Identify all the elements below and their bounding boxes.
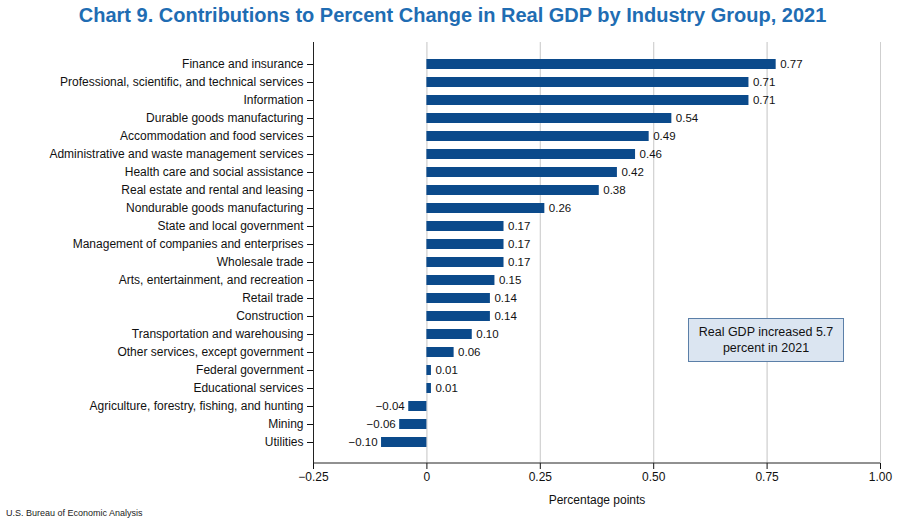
svg-text:0.54: 0.54 [676, 112, 699, 124]
html-text:Real GDP increased 5.7 percent: Real GDP increased 5.7 percent in 2021 [698, 325, 834, 355]
svg-text:Health care and social assista: Health care and social assistance [125, 165, 304, 179]
svg-text:Management of companies and en: Management of companies and enterprises [73, 237, 304, 251]
svg-text:Wholesale trade: Wholesale trade [217, 255, 304, 269]
svg-text:0: 0 [424, 470, 431, 484]
svg-text:Professional, scientific, and: Professional, scientific, and technical … [60, 75, 303, 89]
svg-text:0.10: 0.10 [476, 328, 498, 340]
svg-text:Administrative and waste manag: Administrative and waste management serv… [49, 147, 303, 161]
svg-text:Accommodation and food service: Accommodation and food services [120, 129, 303, 143]
svg-text:Arts, entertainment, and recre: Arts, entertainment, and recreation [119, 273, 304, 287]
svg-text:0.49: 0.49 [653, 130, 675, 142]
svg-text:0.17: 0.17 [508, 256, 530, 268]
svg-text:0.01: 0.01 [435, 364, 457, 376]
svg-text:Real estate and rental and lea: Real estate and rental and leasing [121, 183, 303, 197]
html-text:U.S. Bureau of Economic Analys: U.S. Bureau of Economic Analysis [6, 508, 143, 518]
svg-text:0.42: 0.42 [621, 166, 643, 178]
svg-text:0.17: 0.17 [508, 220, 530, 232]
svg-text:0.17: 0.17 [508, 238, 530, 250]
svg-text:Finance and insurance: Finance and insurance [182, 57, 304, 71]
svg-text:−0.25: −0.25 [298, 470, 329, 484]
svg-text:Mining: Mining [268, 417, 303, 431]
svg-text:Utilities: Utilities [265, 435, 304, 449]
svg-text:0.15: 0.15 [499, 274, 521, 286]
svg-text:State and local government: State and local government [157, 219, 304, 233]
svg-text:Nondurable goods manufacturing: Nondurable goods manufacturing [126, 201, 303, 215]
svg-text:0.38: 0.38 [603, 184, 625, 196]
svg-text:0.06: 0.06 [458, 346, 480, 358]
svg-text:Other services, except governm: Other services, except government [117, 345, 304, 359]
html-text:Chart 9. Contributions to Perc: Chart 9. Contributions to Percent Change… [78, 4, 827, 26]
svg-text:−0.04: −0.04 [376, 400, 406, 412]
svg-text:Durable goods manufacturing: Durable goods manufacturing [146, 111, 303, 125]
svg-text:0.77: 0.77 [780, 58, 802, 70]
svg-text:0.14: 0.14 [494, 310, 517, 322]
svg-text:Construction: Construction [236, 309, 303, 323]
svg-text:0.25: 0.25 [529, 470, 553, 484]
svg-text:0.14: 0.14 [494, 292, 517, 304]
svg-text:Percentage points: Percentage points [549, 493, 646, 507]
svg-text:Federal government: Federal government [196, 363, 304, 377]
svg-text:Transportation and warehousing: Transportation and warehousing [132, 327, 304, 341]
svg-text:0.26: 0.26 [549, 202, 571, 214]
svg-text:1.00: 1.00 [869, 470, 893, 484]
svg-text:0.46: 0.46 [640, 148, 662, 160]
svg-text:−0.06: −0.06 [367, 418, 396, 430]
svg-text:0.71: 0.71 [753, 76, 775, 88]
svg-text:0.50: 0.50 [642, 470, 666, 484]
svg-text:0.01: 0.01 [435, 382, 457, 394]
svg-text:0.71: 0.71 [753, 94, 775, 106]
svg-text:Retail trade: Retail trade [242, 291, 304, 305]
svg-text:Information: Information [243, 93, 303, 107]
svg-text:0.75: 0.75 [755, 470, 779, 484]
svg-text:−0.10: −0.10 [348, 436, 377, 448]
svg-text:Educational services: Educational services [193, 381, 303, 395]
svg-text:Agriculture, forestry, fishing: Agriculture, forestry, fishing, and hunt… [90, 399, 304, 413]
